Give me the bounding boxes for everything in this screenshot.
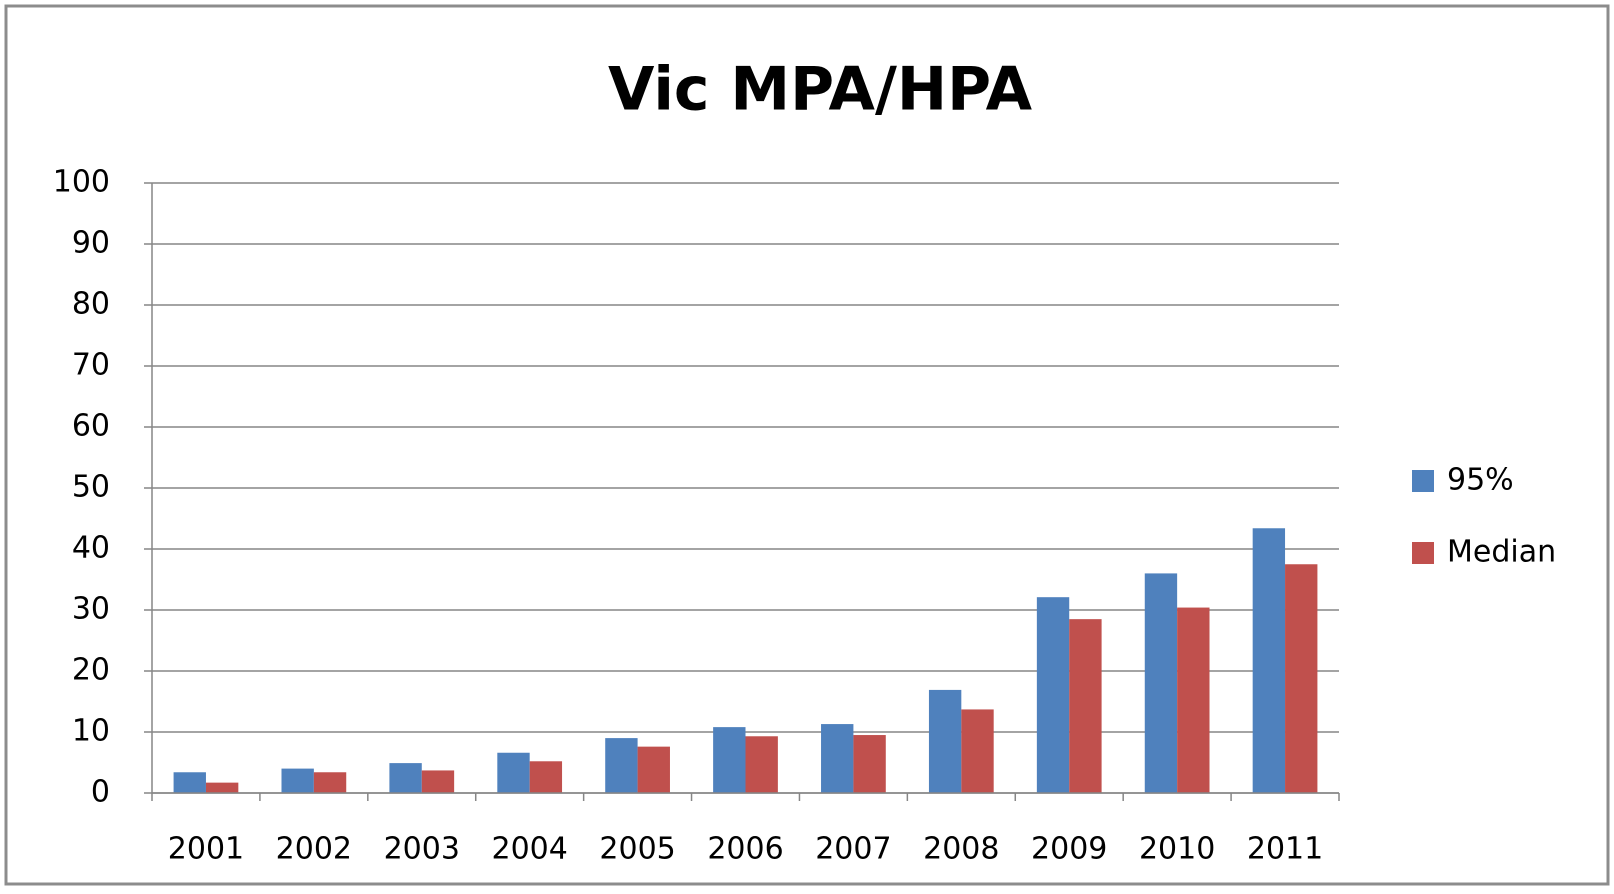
x-tick-label: 2002	[276, 832, 352, 867]
x-tick-label: 2004	[492, 832, 568, 867]
bar	[389, 763, 422, 793]
bar	[1252, 528, 1286, 793]
bar	[281, 768, 314, 793]
bar	[821, 724, 854, 793]
bar	[205, 782, 239, 793]
bar	[529, 761, 563, 793]
y-tick-label: 100	[53, 165, 110, 200]
bar	[497, 752, 530, 793]
bar	[853, 735, 886, 793]
chart-title: Vic MPA/HPA	[608, 55, 1033, 125]
x-tick-label: 2007	[815, 832, 891, 867]
chart-frame	[4, 4, 1610, 886]
bar	[961, 709, 994, 793]
y-tick-label: 80	[72, 287, 110, 322]
y-tick-label: 0	[91, 775, 110, 810]
x-tick-label: 2008	[923, 832, 999, 867]
bar	[745, 736, 778, 793]
bar	[713, 727, 746, 793]
bar	[1069, 619, 1102, 793]
x-tick-label: 2009	[1031, 832, 1107, 867]
y-tick-label: 50	[72, 470, 110, 505]
bar	[173, 772, 206, 793]
bar	[1285, 564, 1318, 793]
x-tick-label: 2001	[168, 832, 244, 867]
bar	[313, 772, 347, 793]
bar	[1036, 597, 1070, 793]
legend-swatch	[1412, 470, 1434, 492]
x-tick-label: 2006	[707, 832, 783, 867]
y-tick-label: 20	[72, 653, 110, 688]
legend-label: 95%	[1447, 463, 1514, 498]
bar	[605, 738, 638, 793]
x-tick-label: 2011	[1247, 832, 1323, 867]
bar	[928, 689, 962, 793]
legend-label: Median	[1447, 535, 1556, 570]
bar	[1177, 607, 1210, 793]
bar	[1144, 573, 1178, 793]
legend-swatch	[1412, 542, 1434, 564]
y-tick-label: 10	[72, 714, 110, 749]
x-tick-label: 2003	[384, 832, 460, 867]
y-tick-label: 70	[72, 348, 110, 383]
bar	[637, 746, 670, 793]
y-tick-label: 30	[72, 592, 110, 627]
bar	[421, 770, 455, 793]
x-tick-label: 2005	[599, 832, 675, 867]
x-tick-label: 2010	[1139, 832, 1215, 867]
y-tick-label: 90	[72, 226, 110, 261]
y-tick-label: 60	[72, 409, 110, 444]
y-tick-label: 40	[72, 531, 110, 566]
